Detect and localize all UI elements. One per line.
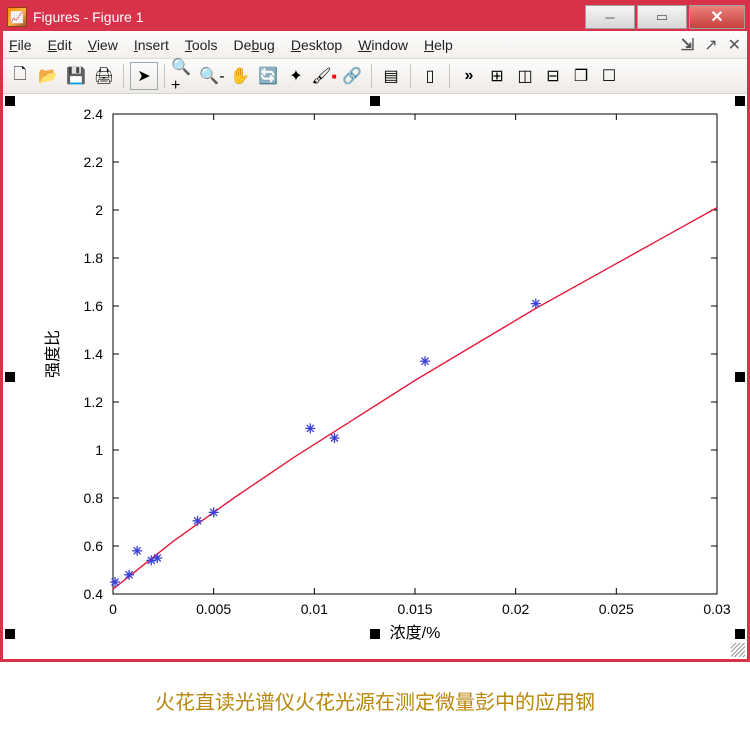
menu-tools[interactable]: Tools	[185, 37, 218, 53]
window-title: Figures - Figure 1	[33, 9, 143, 25]
svg-text:0.8: 0.8	[84, 490, 104, 506]
caption: 火花直读光谱仪火花光源在测定微量彭中的应用钢	[0, 662, 750, 725]
svg-text:浓度/%: 浓度/%	[390, 624, 441, 642]
close-panel-icon[interactable]: ✕	[728, 35, 741, 55]
brush-icon[interactable]: 🖌■	[311, 63, 337, 89]
legend-icon[interactable]: ▯	[417, 63, 443, 89]
svg-text:0.025: 0.025	[599, 601, 634, 617]
resize-handle-nw[interactable]	[5, 96, 15, 106]
svg-text:2.4: 2.4	[84, 106, 104, 122]
svg-text:0.4: 0.4	[84, 586, 104, 602]
menu-debug[interactable]: Debug	[234, 37, 275, 53]
zoom-out-icon[interactable]: 🔍-	[199, 63, 225, 89]
resize-handle-sw[interactable]	[5, 629, 15, 639]
menu-bar: File Edit View Insert Tools Debug Deskto…	[3, 31, 747, 58]
new-icon[interactable]: 🗋	[7, 63, 33, 89]
svg-text:1.2: 1.2	[84, 394, 104, 410]
title-bar[interactable]: 📈 Figures - Figure 1 ─ ▭ ✕	[3, 3, 747, 31]
svg-text:0.6: 0.6	[84, 538, 104, 554]
svg-text:1.6: 1.6	[84, 298, 104, 314]
zoom-in-icon[interactable]: 🔍+	[171, 63, 197, 89]
undock-icon[interactable]: ↗	[704, 35, 717, 55]
layout4-icon[interactable]: ❐	[568, 63, 594, 89]
menu-view[interactable]: View	[88, 37, 118, 53]
pan-icon[interactable]: ✋	[227, 63, 253, 89]
menu-file[interactable]: File	[9, 37, 32, 53]
menu-help[interactable]: Help	[424, 37, 453, 53]
svg-text:0.03: 0.03	[703, 601, 730, 617]
resize-handle-se[interactable]	[735, 629, 745, 639]
figure-canvas[interactable]: 0 0.005 0.01 0.015 0.02 0.025 0.03 0.4 0.6 0.8 1 1.…	[3, 94, 747, 659]
layout3-icon[interactable]: ⊟	[540, 63, 566, 89]
menu-window[interactable]: Window	[358, 37, 408, 53]
svg-text:0.01: 0.01	[301, 601, 328, 617]
save-icon[interactable]: 💾	[63, 63, 89, 89]
resize-handle-e[interactable]	[735, 372, 745, 382]
resize-handle-w[interactable]	[5, 372, 15, 382]
svg-text:1.8: 1.8	[84, 250, 104, 266]
rotate-icon[interactable]: 🔄	[255, 63, 281, 89]
menu-edit[interactable]: Edit	[48, 37, 72, 53]
plot-svg: 0 0.005 0.01 0.015 0.02 0.025 0.03 0.4 0.6 0.8 1 1.…	[3, 94, 747, 654]
svg-text:0: 0	[109, 601, 117, 617]
colorbar-icon[interactable]: ▤	[378, 63, 404, 89]
resize-grip-icon[interactable]	[731, 643, 745, 657]
resize-handle-n[interactable]	[370, 96, 380, 106]
close-button[interactable]: ✕	[689, 5, 745, 29]
layout1-icon[interactable]: ⊞	[484, 63, 510, 89]
svg-text:1.4: 1.4	[84, 346, 104, 362]
open-icon[interactable]: 📂	[35, 63, 61, 89]
svg-text:0.015: 0.015	[397, 601, 432, 617]
svg-text:1: 1	[95, 442, 103, 458]
resize-handle-ne[interactable]	[735, 96, 745, 106]
svg-text:2: 2	[95, 202, 103, 218]
pointer-icon[interactable]: ➤	[130, 62, 158, 90]
svg-text:强度比: 强度比	[44, 330, 62, 378]
layout2-icon[interactable]: ◫	[512, 63, 538, 89]
resize-handle-s[interactable]	[370, 629, 380, 639]
svg-text:2.2: 2.2	[84, 154, 104, 170]
svg-text:0.005: 0.005	[196, 601, 231, 617]
dock-icon[interactable]: ⇲	[681, 35, 694, 55]
datacursor-icon[interactable]: ✦	[283, 63, 309, 89]
menu-insert[interactable]: Insert	[134, 37, 169, 53]
layout5-icon[interactable]: ☐	[596, 63, 622, 89]
menu-desktop[interactable]: Desktop	[291, 37, 342, 53]
minimize-button[interactable]: ─	[585, 5, 635, 29]
svg-text:0.02: 0.02	[502, 601, 529, 617]
more-icon[interactable]: »	[456, 63, 482, 89]
maximize-button[interactable]: ▭	[637, 5, 687, 29]
print-icon[interactable]: 🖨	[91, 63, 117, 89]
tool-bar: 🗋 📂 💾 🖨 ➤ 🔍+ 🔍- ✋ 🔄 ✦ 🖌■ 🔗 ▤ ▯ » ⊞ ◫ ⊟ ❐…	[3, 58, 747, 94]
matlab-icon: 📈	[7, 7, 27, 27]
link-icon[interactable]: 🔗	[339, 63, 365, 89]
